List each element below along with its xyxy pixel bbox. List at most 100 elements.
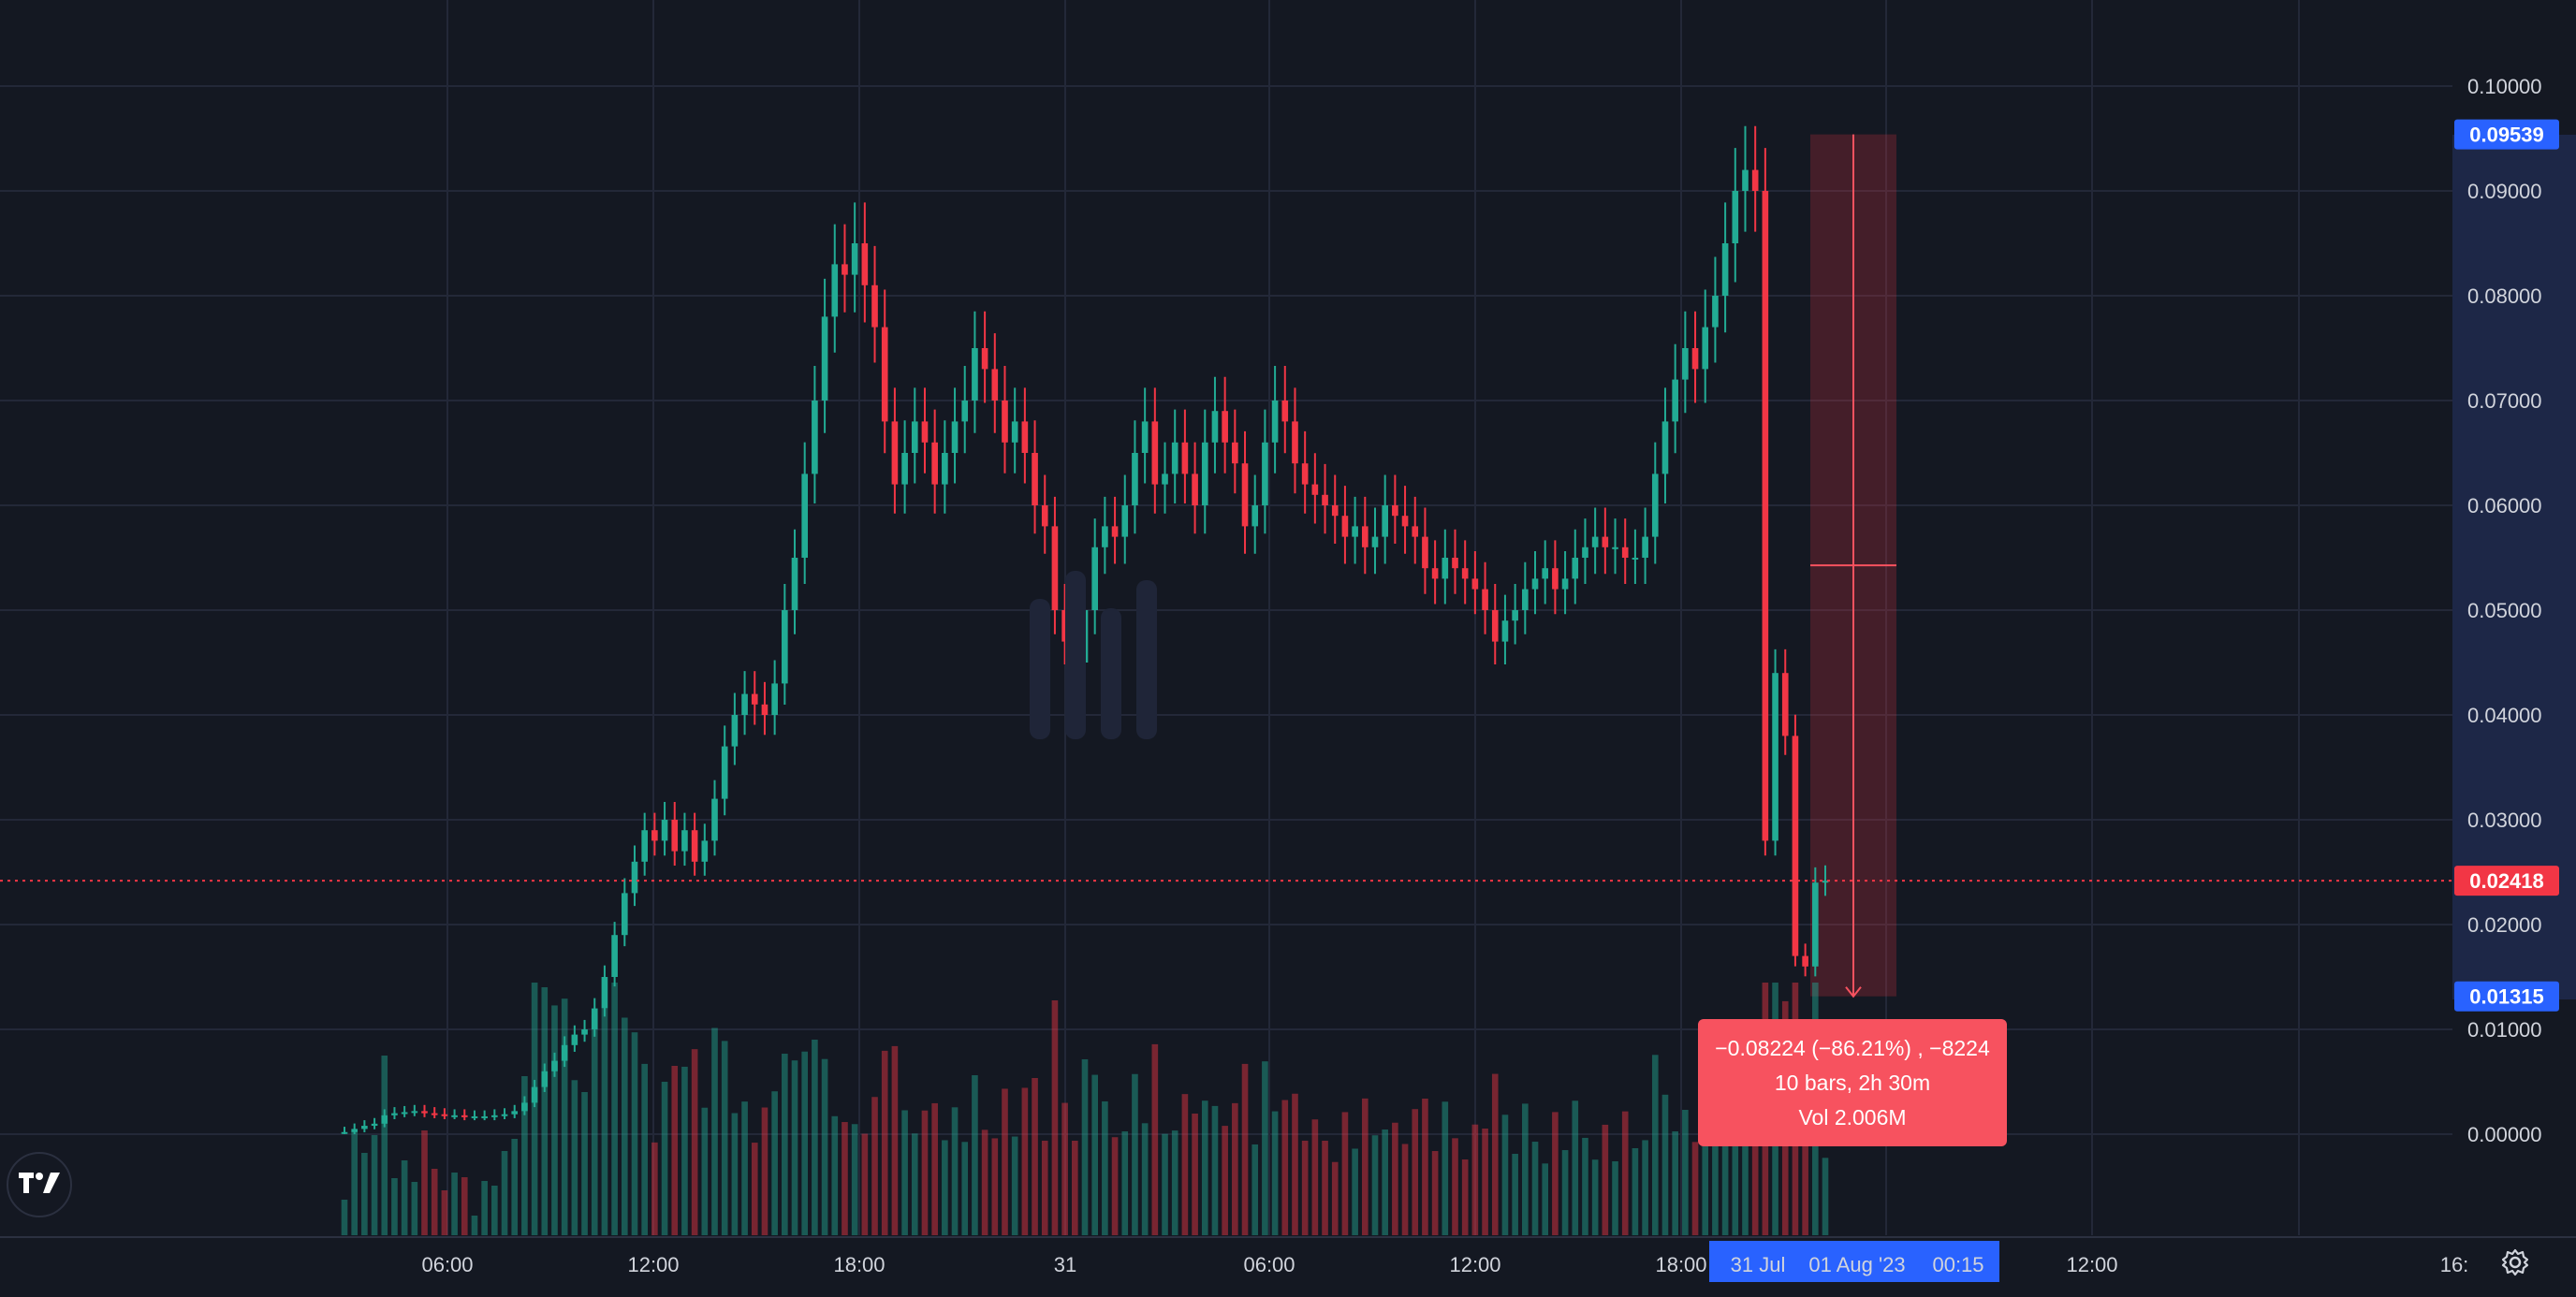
candle-body bbox=[1591, 536, 1599, 547]
volume-bar bbox=[1591, 1159, 1599, 1235]
time-tags: 31 Jul 01 Aug '23 00:15 bbox=[1709, 1241, 1999, 1282]
volume-bar bbox=[1431, 1151, 1439, 1235]
volume-bar bbox=[1121, 1131, 1129, 1235]
tradingview-logo-icon[interactable] bbox=[7, 1152, 72, 1217]
price-tick-label: 0.03000 bbox=[2467, 809, 2542, 832]
time-tick-label: 16: bbox=[2440, 1253, 2469, 1276]
candle-body bbox=[1382, 505, 1388, 537]
volume-bar bbox=[961, 1142, 969, 1235]
measure-arrow-head bbox=[1845, 986, 1862, 998]
volume-bar bbox=[1392, 1122, 1398, 1235]
candle-body bbox=[1292, 421, 1298, 464]
price-axis[interactable]: 0.10000 0.09000 0.08000 0.07000 0.06000 0.050… bbox=[2467, 75, 2542, 1146]
measure-tooltip: −0.08224 (−86.21%) , −8224 10 bars, 2h 3… bbox=[1698, 1019, 2007, 1146]
volume-bar bbox=[451, 1173, 458, 1235]
volume-bar bbox=[791, 1060, 798, 1235]
volume-bar bbox=[1552, 1112, 1559, 1235]
volume-bar bbox=[551, 1005, 558, 1235]
candle-body bbox=[361, 1126, 368, 1129]
volume-bar bbox=[1051, 1000, 1059, 1235]
volume-bar bbox=[531, 983, 538, 1235]
volume-bar bbox=[1371, 1135, 1379, 1235]
volume-bar bbox=[942, 1140, 948, 1235]
candle-body bbox=[871, 284, 878, 328]
time-tag-right: 00:15 bbox=[1932, 1253, 1983, 1276]
candle-body bbox=[1702, 327, 1709, 370]
watermark-logo bbox=[1030, 571, 1161, 753]
volume-bar bbox=[1442, 1101, 1449, 1235]
volume-bar bbox=[1491, 1073, 1499, 1235]
candle-body bbox=[611, 935, 618, 977]
candle-body bbox=[1531, 578, 1539, 590]
candle-body bbox=[1222, 411, 1228, 443]
volume-bar bbox=[401, 1160, 408, 1235]
candle-body bbox=[1512, 610, 1518, 621]
volume-bar bbox=[1461, 1159, 1469, 1235]
candle-body bbox=[1802, 955, 1808, 967]
time-tick-label: 31 bbox=[1054, 1253, 1076, 1276]
volume-bar bbox=[1251, 1144, 1259, 1235]
volume-bar bbox=[1021, 1087, 1029, 1235]
candles bbox=[341, 125, 1829, 1134]
time-axis[interactable]: 06:0012:0018:003106:0012:0018:0006:0012:… bbox=[421, 1253, 2468, 1276]
candle-body bbox=[451, 1115, 458, 1117]
volume-bar bbox=[1732, 1092, 1739, 1235]
candle-body bbox=[471, 1115, 478, 1118]
settings-gear-icon[interactable] bbox=[2499, 1246, 2531, 1278]
volume-bar bbox=[1211, 1105, 1219, 1235]
candle-body bbox=[1482, 589, 1488, 610]
volume-bar bbox=[691, 1049, 698, 1235]
volume-bar bbox=[1682, 1110, 1689, 1235]
candle-body bbox=[1322, 494, 1328, 505]
candle-body bbox=[1102, 526, 1108, 547]
volume-bar bbox=[1071, 1141, 1078, 1235]
candle-body bbox=[1621, 546, 1629, 558]
candle-body bbox=[1341, 516, 1349, 537]
candle-body bbox=[901, 453, 908, 485]
candle-body bbox=[1762, 191, 1769, 841]
volume-bar bbox=[1241, 1063, 1249, 1235]
volume-bar bbox=[1582, 1137, 1588, 1235]
candle-body bbox=[831, 264, 839, 317]
volume-bar bbox=[571, 1080, 578, 1235]
volume-bar bbox=[741, 1101, 748, 1235]
candle-body bbox=[721, 746, 728, 799]
candle-body bbox=[411, 1111, 418, 1114]
volume-bar bbox=[1232, 1102, 1238, 1235]
candle-body bbox=[341, 1131, 348, 1134]
candle-body bbox=[921, 421, 929, 443]
volume-bar bbox=[1081, 1059, 1089, 1235]
volume-bar bbox=[731, 1113, 739, 1235]
candle-body bbox=[1582, 546, 1588, 558]
volume-bar bbox=[481, 1181, 488, 1235]
volume-bar bbox=[1651, 1055, 1659, 1235]
volume-bar bbox=[1262, 1061, 1268, 1235]
volume-bar bbox=[411, 1182, 418, 1235]
candle-body bbox=[1461, 568, 1469, 579]
time-tick-label: 12:00 bbox=[627, 1253, 679, 1276]
candle-body bbox=[1691, 348, 1699, 370]
volume-bar bbox=[1132, 1073, 1138, 1235]
candle-body bbox=[1192, 474, 1198, 505]
candle-body bbox=[511, 1111, 519, 1115]
volume-bar bbox=[1401, 1144, 1409, 1235]
candle-body bbox=[1211, 411, 1219, 443]
candle-body bbox=[1491, 610, 1499, 642]
volume-bar bbox=[611, 983, 618, 1235]
volume-bar bbox=[1151, 1043, 1159, 1235]
volume-bar bbox=[782, 1054, 788, 1235]
volume-bar bbox=[1572, 1100, 1579, 1235]
volume-bar bbox=[1091, 1074, 1099, 1235]
candle-body bbox=[1712, 296, 1719, 328]
candle-body bbox=[1542, 568, 1549, 579]
volume-bar bbox=[1822, 1158, 1829, 1235]
candle-body bbox=[401, 1112, 408, 1115]
candle-body bbox=[1002, 401, 1008, 443]
candle-body bbox=[621, 893, 628, 936]
candle-body bbox=[491, 1115, 498, 1117]
candle-body bbox=[581, 1029, 588, 1035]
candle-body bbox=[521, 1102, 528, 1112]
measure-bars: 10 bars, 2h 30m bbox=[1774, 1070, 1931, 1095]
candle-body bbox=[671, 820, 679, 852]
